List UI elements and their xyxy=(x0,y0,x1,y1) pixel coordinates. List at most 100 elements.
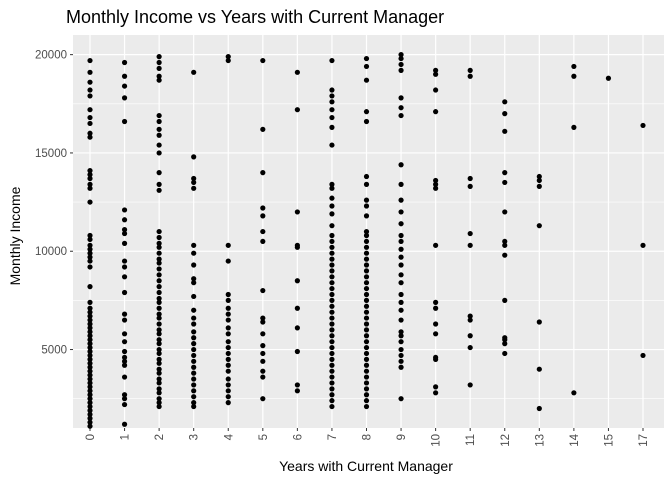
data-point xyxy=(191,262,197,268)
data-point xyxy=(363,339,370,345)
data-point xyxy=(467,382,473,388)
data-point xyxy=(87,199,93,205)
data-point xyxy=(156,187,162,193)
data-point xyxy=(398,280,404,286)
data-point xyxy=(87,360,93,366)
data-point xyxy=(121,258,128,264)
data-point xyxy=(467,67,473,73)
chart-title: Monthly Income vs Years with Current Man… xyxy=(66,7,444,27)
data-point xyxy=(191,403,197,410)
data-point xyxy=(225,350,231,357)
data-point xyxy=(433,356,439,362)
data-point xyxy=(87,388,93,394)
data-point xyxy=(225,242,231,248)
data-point xyxy=(433,242,439,248)
data-point xyxy=(121,396,128,402)
data-point xyxy=(260,213,266,219)
data-point xyxy=(363,280,370,286)
data-point xyxy=(260,315,266,321)
data-point xyxy=(191,370,197,376)
data-point xyxy=(502,252,508,258)
y-tick-label: 15000 xyxy=(35,148,67,160)
data-point xyxy=(363,344,370,351)
data-point xyxy=(398,246,404,252)
data-point xyxy=(363,321,370,327)
data-point xyxy=(121,317,128,323)
data-point xyxy=(260,358,266,364)
data-point xyxy=(433,305,439,311)
data-point xyxy=(363,291,370,298)
data-point xyxy=(87,309,93,315)
data-point xyxy=(363,262,370,268)
x-axis: 0 1 2 3 4 5 6 7 8 9 10 11 12 13 14 15 17 xyxy=(85,428,650,447)
data-point xyxy=(225,356,231,362)
data-point xyxy=(398,181,404,187)
data-point xyxy=(191,341,197,347)
data-point xyxy=(502,337,508,343)
data-point xyxy=(398,329,404,335)
x-tick-label: 6 xyxy=(292,434,304,440)
data-point xyxy=(467,183,473,189)
data-point xyxy=(260,331,266,337)
data-point xyxy=(536,173,542,180)
data-point xyxy=(225,388,231,394)
data-point xyxy=(87,264,93,270)
data-point xyxy=(156,331,162,337)
data-point xyxy=(363,333,370,339)
data-point xyxy=(87,392,93,398)
data-point xyxy=(87,114,93,121)
data-point xyxy=(156,315,162,321)
data-point xyxy=(294,348,300,355)
data-point xyxy=(260,374,266,380)
x-tick-label: 13 xyxy=(534,434,546,447)
x-tick-label: 12 xyxy=(500,434,512,447)
data-point xyxy=(156,240,162,246)
data-point xyxy=(329,256,335,262)
data-point xyxy=(225,344,231,351)
x-tick-label: 4 xyxy=(223,433,235,440)
data-point xyxy=(571,124,577,130)
data-point xyxy=(87,299,93,305)
data-point xyxy=(329,362,335,368)
data-point xyxy=(225,54,231,60)
data-point xyxy=(502,209,508,215)
data-point xyxy=(87,372,93,378)
data-point xyxy=(329,380,335,386)
data-point xyxy=(329,280,335,286)
data-point xyxy=(329,99,335,105)
data-point xyxy=(398,358,404,364)
data-point xyxy=(329,223,335,229)
data-point xyxy=(225,368,231,374)
data-point xyxy=(87,325,93,331)
data-point xyxy=(536,177,542,184)
data-point xyxy=(363,197,370,203)
data-point xyxy=(329,333,335,339)
data-point xyxy=(363,213,370,219)
data-point xyxy=(329,285,335,292)
data-point xyxy=(191,276,197,282)
data-point xyxy=(467,317,473,323)
data-point xyxy=(87,185,93,191)
data-point xyxy=(87,376,93,382)
data-point xyxy=(156,311,162,317)
data-point xyxy=(640,352,646,359)
x-tick-label: 5 xyxy=(258,434,270,440)
data-point xyxy=(121,73,128,79)
data-point xyxy=(605,75,612,81)
data-point xyxy=(329,107,335,113)
data-point xyxy=(329,368,335,374)
data-point xyxy=(294,244,300,250)
data-point xyxy=(87,181,93,187)
data-point xyxy=(433,390,439,396)
data-point xyxy=(156,126,162,132)
data-point xyxy=(156,118,162,125)
data-point xyxy=(121,118,128,125)
data-point xyxy=(87,337,93,343)
data-point xyxy=(260,126,266,132)
data-point xyxy=(433,384,439,390)
data-point xyxy=(156,390,162,396)
data-point xyxy=(363,228,370,235)
data-point xyxy=(156,272,162,278)
data-point xyxy=(398,61,404,68)
data-point xyxy=(329,374,335,380)
